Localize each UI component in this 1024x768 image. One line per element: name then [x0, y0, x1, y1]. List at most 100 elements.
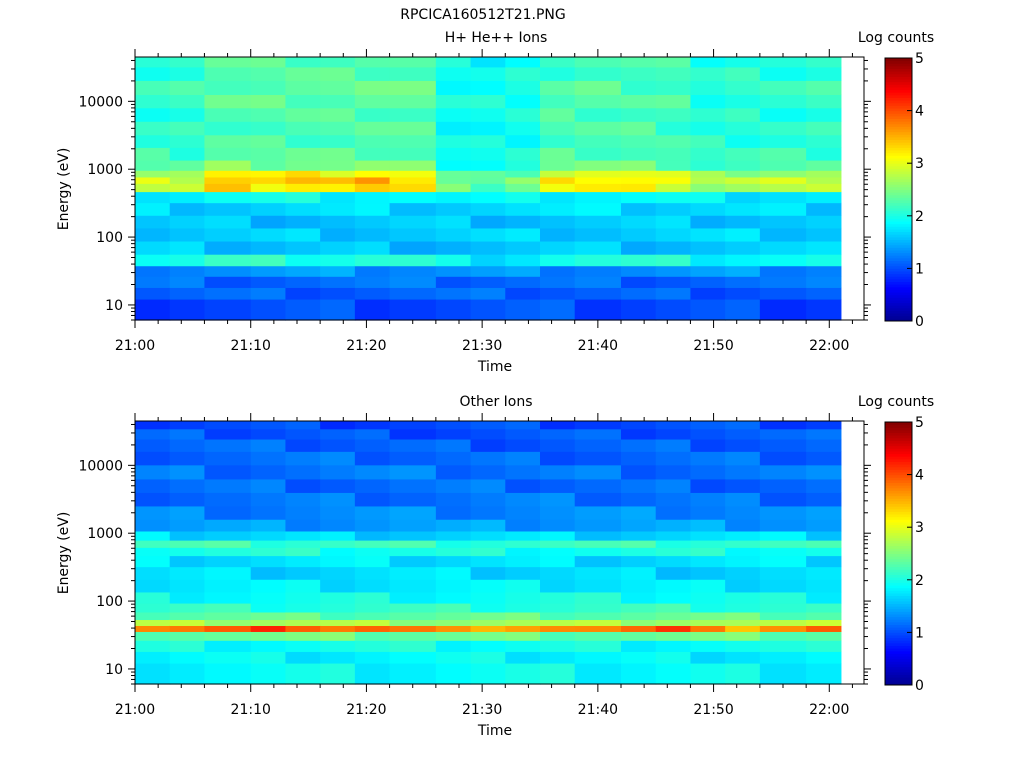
heatmap-cell: [806, 147, 842, 161]
heatmap-cell: [135, 421, 171, 430]
colorbar-segment: [885, 121, 912, 125]
heatmap-cell: [540, 619, 576, 626]
heatmap-cell: [354, 547, 391, 557]
heatmap-cell: [505, 121, 541, 136]
colorbar-segment: [885, 247, 912, 251]
colorbar-segment: [885, 582, 912, 586]
colorbar-segment: [885, 435, 912, 439]
colorbar-segment: [885, 606, 912, 610]
heatmap-cell: [250, 276, 287, 288]
colorbar-segment: [885, 302, 912, 306]
heatmap-cell: [250, 94, 287, 109]
heatmap-cell: [540, 183, 576, 193]
x-ticks: 21:00 21:10 21:20 21:30 21:40 21:50 22:00: [115, 49, 853, 354]
heatmap-cell: [574, 492, 622, 507]
heatmap-cell: [204, 265, 252, 277]
x-tick-label: 21:20: [346, 338, 386, 354]
x-tick-label: 21:40: [578, 702, 618, 718]
heatmap-cell: [574, 438, 622, 452]
colorbar-segment: [885, 653, 912, 657]
heatmap-cell: [169, 121, 206, 136]
heatmap-cell: [690, 530, 726, 541]
heatmap-cell: [470, 183, 506, 193]
y-tick-label: 10000: [78, 458, 123, 474]
heatmap-cell: [540, 265, 576, 277]
heatmap-cell: [320, 464, 356, 480]
heatmap-cell: [621, 555, 657, 568]
heatmap-cell: [621, 619, 657, 626]
heatmap-cell: [470, 640, 506, 652]
heatmap-cell: [540, 464, 576, 480]
colorbar-segment: [885, 136, 912, 141]
heatmap-cell: [806, 254, 842, 267]
colorbar-segment: [885, 157, 912, 162]
heatmap-cell: [285, 651, 321, 664]
heatmap-cell: [621, 591, 657, 604]
panel-title: H+ He++ Ions: [445, 30, 548, 46]
heatmap-cell: [655, 640, 692, 652]
heatmap-cell: [204, 94, 252, 109]
heatmap-cell: [204, 547, 252, 557]
colorbar-segment: [885, 165, 912, 169]
heatmap-cell: [806, 619, 842, 626]
colorbar-segment: [885, 76, 912, 80]
heatmap-cell: [621, 566, 657, 580]
heatmap-cell: [759, 530, 807, 541]
heatmap-cell: [655, 428, 692, 440]
colorbar-segment: [885, 611, 912, 615]
colorbar-segment: [885, 58, 912, 62]
colorbar-segment: [885, 163, 912, 167]
heatmap-cell: [169, 215, 206, 229]
heatmap-cell: [285, 631, 321, 641]
heatmap-cell: [320, 631, 356, 641]
heatmap-cell: [655, 298, 692, 321]
heatmap-cell: [621, 298, 657, 321]
heatmap-cell: [505, 94, 541, 109]
heatmap-cell: [505, 540, 541, 548]
heatmap-cell: [169, 530, 206, 541]
heatmap-cells: [135, 57, 864, 321]
colorbar: 0 1 2 3 4 5: [884, 51, 924, 330]
heatmap-cell: [135, 159, 171, 171]
heatmap-cell: [621, 451, 657, 466]
heatmap-cell: [470, 134, 506, 148]
heatmap-cell: [655, 421, 692, 430]
heatmap-cell: [470, 191, 506, 204]
heatmap-cell: [204, 191, 252, 204]
heatmap-cell: [470, 464, 506, 480]
figure-title: RPCICA160512T21.PNG: [400, 7, 565, 23]
heatmap-cell: [320, 591, 356, 604]
colorbar-label: Log counts: [858, 30, 934, 46]
colorbar-segment: [885, 663, 912, 668]
heatmap-cell: [250, 555, 287, 568]
colorbar-segment: [885, 548, 912, 552]
heatmap-cell: [574, 579, 622, 593]
y-axis-label: Energy (eV): [56, 148, 72, 231]
heatmap-cell: [655, 492, 692, 507]
colorbar-segment: [885, 574, 912, 578]
heatmap-cell: [435, 505, 472, 520]
y-ticks: 10 100 1000 10000: [78, 423, 871, 685]
heatmap-cell: [435, 170, 472, 178]
heatmap-cell: [806, 591, 842, 604]
colorbar-segment: [885, 603, 912, 607]
heatmap-cell: [250, 602, 287, 613]
colorbar-segment: [885, 281, 912, 285]
heatmap-cell: [505, 66, 541, 81]
heatmap-cell: [135, 66, 171, 81]
heatmap-cell: [690, 611, 726, 621]
heatmap-cell: [505, 428, 541, 440]
heatmap-cell: [354, 492, 391, 507]
heatmap-cell: [690, 254, 726, 267]
heatmap-cell: [250, 478, 287, 493]
heatmap-cell: [725, 566, 761, 580]
x-tick-label: 21:00: [115, 338, 155, 354]
heatmap-cell: [470, 631, 506, 641]
heatmap-cell: [250, 421, 287, 430]
heatmap-cell: [759, 227, 807, 242]
heatmap-cell: [169, 619, 206, 626]
x-tick-label: 21:30: [462, 338, 502, 354]
heatmap-cell: [621, 147, 657, 161]
heatmap-cell: [655, 519, 692, 532]
heatmap-cell: [135, 438, 171, 452]
